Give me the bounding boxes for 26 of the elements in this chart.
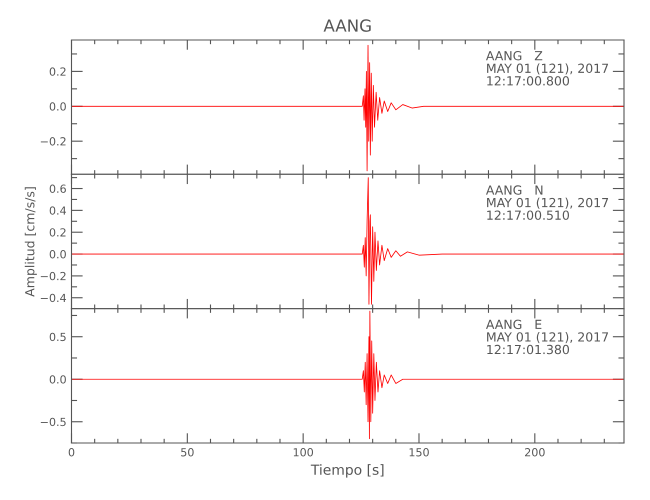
y-tick-label: 0.2	[50, 67, 66, 76]
chart-title: AANG	[324, 19, 371, 32]
y-tick-label: 0.5	[50, 332, 66, 342]
y-tick-label: 0.6	[50, 184, 66, 193]
x-axis-title: Tiempo [s]	[310, 464, 384, 478]
y-tick-label: 0.0	[50, 375, 66, 384]
y-tick-label: −0.4	[40, 294, 66, 302]
y-tick-label: −0.2	[40, 272, 66, 280]
y-tick-label: 0.2	[50, 228, 66, 237]
line-series	[72, 310, 624, 440]
x-tick-label: 0	[68, 448, 74, 456]
annotation: AANG Z MAY 01 (121), 2017 12:17:00.800	[486, 50, 608, 86]
line-series	[72, 44, 624, 172]
x-tick-label: 150	[410, 448, 429, 456]
annotation: AANG N MAY 01 (121), 2017 12:17:00.510	[486, 185, 608, 220]
y-tick-label: 0.4	[50, 206, 66, 215]
y-tick-label: −0.2	[40, 137, 66, 146]
y-axis-title: Amplitud [cm/s/s]	[24, 187, 37, 297]
x-tick-label: 200	[525, 448, 545, 456]
y-tick-label: −0.5	[40, 418, 66, 426]
y-tick-label: 0.0	[50, 250, 66, 258]
line-series	[72, 177, 624, 305]
x-tick-label: 100	[294, 448, 314, 456]
x-tick-label: 50	[181, 448, 194, 456]
y-tick-label: 0.0	[50, 102, 66, 111]
annotation: AANG E MAY 01 (121), 2017 12:17:01.380	[486, 320, 608, 354]
